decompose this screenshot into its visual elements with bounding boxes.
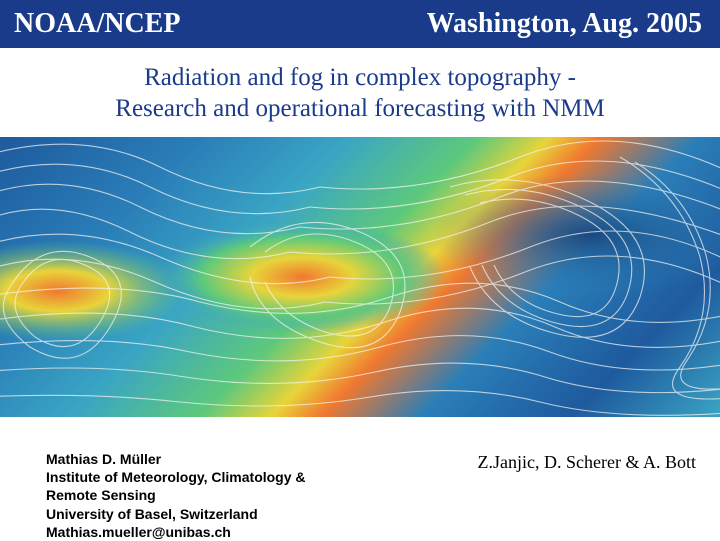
header-org: NOAA/NCEP: [14, 8, 180, 40]
title-line-2: Research and operational forecasting wit…: [20, 93, 700, 124]
title-line-1: Radiation and fog in complex topography …: [20, 62, 700, 93]
author-affil-1: Institute of Meteorology, Climatology &: [46, 468, 306, 486]
streamline-overlay: [0, 137, 720, 417]
author-affil-2: Remote Sensing: [46, 486, 306, 504]
author-email: Mathias.mueller@unibas.ch: [46, 523, 306, 541]
coauthor-list: Z.Janjic, D. Scherer & A. Bott: [478, 450, 696, 473]
author-affil-3: University of Basel, Switzerland: [46, 505, 306, 523]
wind-map-visualization: [0, 137, 720, 417]
header-location-date: Washington, Aug. 2005: [427, 8, 702, 40]
author-name: Mathias D. Müller: [46, 450, 306, 468]
header-bar: NOAA/NCEP Washington, Aug. 2005: [0, 0, 720, 48]
author-affiliation: Mathias D. Müller Institute of Meteorolo…: [46, 450, 306, 541]
footer: Mathias D. Müller Institute of Meteorolo…: [0, 440, 720, 540]
presentation-title: Radiation and fog in complex topography …: [0, 48, 720, 137]
